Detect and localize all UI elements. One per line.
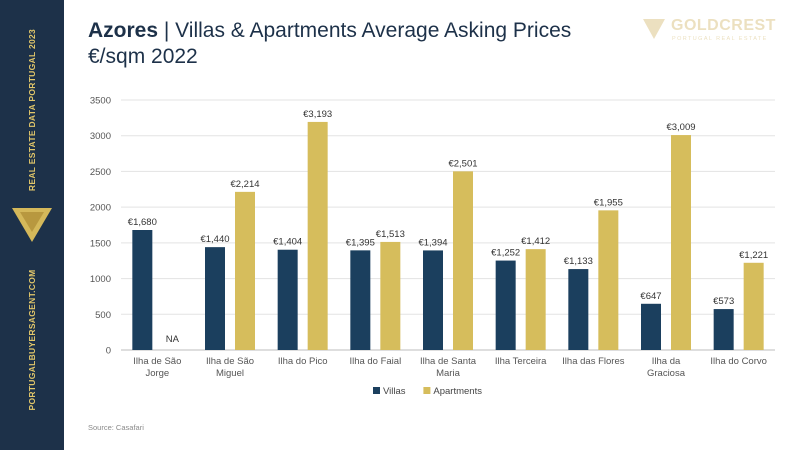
data-label: €1,412 bbox=[521, 236, 550, 247]
bar-apartments bbox=[453, 171, 473, 350]
x-tick-label: Ilha da bbox=[652, 356, 681, 367]
data-label: €3,009 bbox=[666, 122, 695, 133]
sidebar-report-label: REAL ESTATE DATA PORTUGAL 2023 bbox=[27, 28, 37, 192]
bar-apartments bbox=[235, 191, 255, 350]
logo-tagline: PORTUGAL REAL ESTATE bbox=[672, 36, 768, 42]
data-label: €573 bbox=[713, 296, 734, 307]
x-tick-label: Ilha das Flores bbox=[562, 356, 625, 367]
logo-name: GOLDCREST bbox=[671, 17, 776, 34]
data-label-na: NA bbox=[166, 334, 180, 345]
x-tick-label: Jorge bbox=[145, 368, 169, 379]
logo-triangle-icon bbox=[643, 19, 665, 39]
x-tick-label: Miguel bbox=[216, 368, 244, 379]
x-tick-label: Ilha de São bbox=[133, 356, 181, 367]
bar-apartments bbox=[598, 210, 619, 350]
x-tick-label: Ilha do Pico bbox=[278, 356, 328, 367]
data-label: €3,193 bbox=[303, 109, 332, 120]
bar-chart: 0 500 1000 1500 2000 2500 3000 3500 €1,680 NA Ilha… bbox=[90, 96, 775, 397]
data-label: €1,221 bbox=[739, 250, 768, 261]
x-tick-label: Graciosa bbox=[647, 368, 686, 379]
legend-label: Villas bbox=[383, 386, 406, 397]
y-tick-label: 2500 bbox=[90, 167, 111, 178]
y-tick-label: 0 bbox=[106, 346, 111, 357]
bar-villas bbox=[423, 250, 443, 350]
data-label: €1,394 bbox=[418, 237, 447, 248]
bar-apartments bbox=[307, 121, 328, 350]
bar-apartments bbox=[671, 135, 691, 350]
x-tick-label: Ilha de São bbox=[206, 356, 254, 367]
data-label: €2,214 bbox=[230, 179, 259, 190]
y-tick-label: 3000 bbox=[90, 131, 111, 142]
header: Azores | Villas & Apartments Average Ask… bbox=[88, 18, 571, 70]
y-tick-label: 2000 bbox=[90, 203, 111, 214]
bar-villas bbox=[350, 250, 371, 350]
bar-villas bbox=[641, 303, 661, 350]
data-label: €1,133 bbox=[564, 256, 593, 267]
bar-villas bbox=[132, 230, 153, 350]
y-tick-label: 1500 bbox=[90, 238, 111, 249]
x-tick-label: Ilha do Corvo bbox=[710, 356, 767, 367]
bar-villas bbox=[568, 269, 589, 350]
bar-apartments bbox=[743, 262, 764, 350]
x-tick-label: Ilha de Santa bbox=[420, 356, 477, 367]
y-tick-label: 3500 bbox=[90, 96, 111, 107]
bar-villas bbox=[713, 309, 734, 350]
title-region: Azores bbox=[88, 19, 159, 42]
title-rest: | Villas & Apartments Average Asking Pri… bbox=[158, 19, 572, 42]
x-tick-label: Maria bbox=[436, 368, 460, 379]
page-title: Azores | Villas & Apartments Average Ask… bbox=[88, 18, 571, 44]
data-label: €1,252 bbox=[491, 248, 520, 259]
brand-logo: GOLDCREST PORTUGAL REAL ESTATE bbox=[643, 17, 783, 47]
bar-villas bbox=[277, 249, 298, 350]
data-label: €1,404 bbox=[273, 237, 302, 248]
page-subtitle: €/sqm 2022 bbox=[88, 45, 198, 68]
bar-villas bbox=[495, 260, 516, 350]
data-label: €647 bbox=[640, 291, 661, 302]
source-note: Source: Casafari bbox=[88, 423, 144, 432]
data-label: €1,440 bbox=[200, 234, 229, 245]
data-label: €1,395 bbox=[346, 237, 375, 248]
brand-triangle-icon bbox=[12, 208, 52, 242]
y-tick-label: 1000 bbox=[90, 274, 111, 285]
legend-swatch bbox=[423, 387, 431, 394]
y-tick-label: 500 bbox=[95, 310, 111, 321]
data-label: €2,501 bbox=[448, 158, 477, 169]
bar-apartments bbox=[525, 249, 546, 350]
x-tick-label: Ilha do Faial bbox=[349, 356, 401, 367]
data-label: €1,680 bbox=[128, 217, 157, 228]
sidebar-website-label: PORTUGALBUYERSAGENT.COM bbox=[27, 269, 37, 411]
bar-villas bbox=[205, 247, 225, 350]
bar-apartments bbox=[380, 241, 401, 350]
sidebar: REAL ESTATE DATA PORTUGAL 2023 PORTUGALB… bbox=[0, 0, 64, 450]
legend-swatch bbox=[373, 387, 380, 394]
data-label: €1,955 bbox=[594, 197, 623, 208]
legend-label: Apartments bbox=[433, 386, 482, 397]
data-label: €1,513 bbox=[376, 229, 405, 240]
x-tick-label: Ilha Terceira bbox=[495, 356, 547, 367]
